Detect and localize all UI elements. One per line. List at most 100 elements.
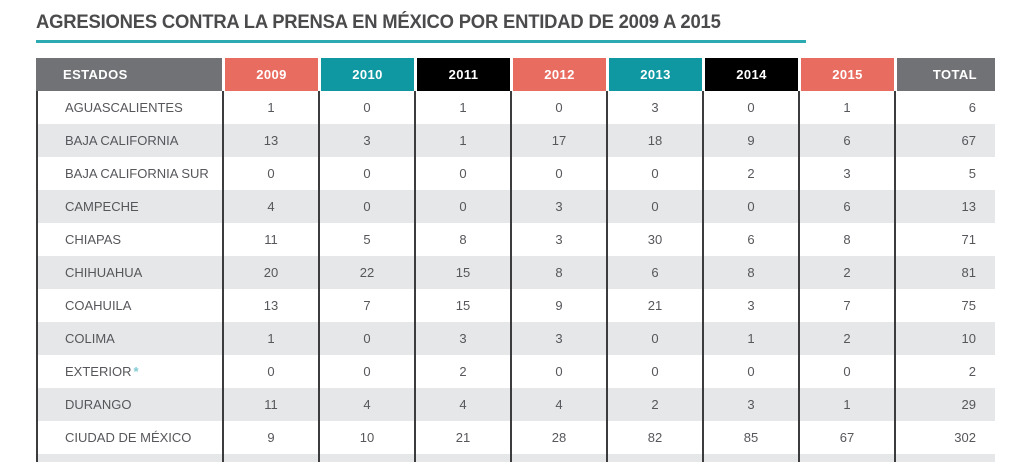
value-cell: 4 — [318, 388, 414, 421]
value-cell: 11 — [222, 388, 318, 421]
value-cell: 3 — [510, 190, 606, 223]
value-cell: 1 — [702, 322, 798, 355]
table-row: BAJA CALIFORNIA SUR 0 0 0 0 0 2 3 5 — [36, 157, 995, 190]
page-title: AGRESIONES CONTRA LA PRENSA EN MÉXICO PO… — [36, 12, 721, 33]
value-cell: 1 — [798, 91, 894, 124]
value-cell: 0 — [222, 157, 318, 190]
value-cell: 0 — [702, 355, 798, 388]
total-cell: 6 — [894, 91, 995, 124]
column-header-2011: 2011 — [414, 58, 510, 91]
value-cell: 1 — [222, 322, 318, 355]
value-cell: 28 — [510, 421, 606, 454]
value-cell: 1 — [414, 124, 510, 157]
value-cell: 11 — [222, 223, 318, 256]
value-cell: 82 — [606, 421, 702, 454]
value-cell: 5 — [318, 223, 414, 256]
table-row: DURANGO 11 4 4 4 2 3 1 29 — [36, 388, 995, 421]
column-header-2014: 2014 — [702, 58, 798, 91]
value-cell: 21 — [414, 421, 510, 454]
value-cell: 6 — [606, 256, 702, 289]
table-row: CIUDAD DE MÉXICO 9 10 21 28 82 85 67 302 — [36, 421, 995, 454]
value-cell: 0 — [798, 355, 894, 388]
total-cell: 2 — [894, 355, 995, 388]
state-cell: BAJA CALIFORNIA — [36, 124, 222, 157]
value-cell: 8 — [414, 223, 510, 256]
value-cell: 0 — [702, 190, 798, 223]
value-cell: 0 — [510, 157, 606, 190]
table-row: CAMPECHE 4 0 0 3 0 0 6 13 — [36, 190, 995, 223]
column-header-estados: ESTADOS — [36, 58, 222, 91]
value-cell: 0 — [606, 355, 702, 388]
title-block: AGRESIONES CONTRA LA PRENSA EN MÉXICO PO… — [36, 12, 806, 43]
state-cell: BAJA CALIFORNIA SUR — [36, 157, 222, 190]
value-cell: 0 — [318, 157, 414, 190]
value-cell: 0 — [318, 355, 414, 388]
value-cell: 9 — [510, 289, 606, 322]
empty-cell — [36, 454, 222, 462]
total-cell: 75 — [894, 289, 995, 322]
value-cell: 2 — [606, 388, 702, 421]
value-cell: 0 — [318, 190, 414, 223]
value-cell: 0 — [510, 91, 606, 124]
value-cell: 2 — [414, 355, 510, 388]
value-cell: 3 — [702, 388, 798, 421]
value-cell: 22 — [318, 256, 414, 289]
value-cell: 0 — [606, 157, 702, 190]
value-cell: 17 — [510, 124, 606, 157]
value-cell: 9 — [222, 421, 318, 454]
value-cell: 21 — [606, 289, 702, 322]
state-cell: CIUDAD DE MÉXICO — [36, 421, 222, 454]
value-cell: 0 — [318, 322, 414, 355]
empty-cell — [414, 454, 510, 462]
total-cell: 29 — [894, 388, 995, 421]
value-cell: 3 — [798, 157, 894, 190]
value-cell: 0 — [414, 157, 510, 190]
value-cell: 30 — [606, 223, 702, 256]
value-cell: 7 — [318, 289, 414, 322]
state-label: EXTERIOR — [65, 364, 132, 379]
table-body: AGUASCALIENTES 1 0 1 0 3 0 1 6 BAJA CALIFORNIA 13 3… — [36, 91, 995, 462]
empty-cell — [894, 454, 995, 462]
column-header-2009: 2009 — [222, 58, 318, 91]
value-cell: 0 — [510, 355, 606, 388]
value-cell: 8 — [702, 256, 798, 289]
value-cell: 0 — [222, 355, 318, 388]
value-cell: 85 — [702, 421, 798, 454]
value-cell: 1 — [414, 91, 510, 124]
data-table: ESTADOS 2009 2010 2011 2012 2013 2014 2015 TOTAL… — [36, 58, 995, 462]
value-cell: 3 — [414, 322, 510, 355]
header-row: ESTADOS 2009 2010 2011 2012 2013 2014 2015 TOTAL — [36, 58, 995, 91]
value-cell: 0 — [606, 190, 702, 223]
value-cell: 4 — [510, 388, 606, 421]
value-cell: 0 — [702, 91, 798, 124]
table-row: CHIAPAS 11 5 8 3 30 6 8 71 — [36, 223, 995, 256]
value-cell: 0 — [414, 190, 510, 223]
value-cell: 13 — [222, 289, 318, 322]
state-cell: CHIAPAS — [36, 223, 222, 256]
value-cell: 8 — [798, 223, 894, 256]
total-cell: 5 — [894, 157, 995, 190]
table-row: COAHUILA 13 7 15 9 21 3 7 75 — [36, 289, 995, 322]
footnote-asterisk: * — [133, 364, 139, 379]
value-cell: 1 — [798, 388, 894, 421]
empty-cell — [222, 454, 318, 462]
value-cell: 15 — [414, 289, 510, 322]
total-cell: 67 — [894, 124, 995, 157]
state-cell: CAMPECHE — [36, 190, 222, 223]
value-cell: 15 — [414, 256, 510, 289]
value-cell: 3 — [606, 91, 702, 124]
value-cell: 1 — [222, 91, 318, 124]
value-cell: 4 — [222, 190, 318, 223]
table-header: ESTADOS 2009 2010 2011 2012 2013 2014 2015 TOTAL — [36, 58, 995, 91]
state-cell: EXTERIOR * — [36, 355, 222, 388]
state-cell: DURANGO — [36, 388, 222, 421]
value-cell: 18 — [606, 124, 702, 157]
table-row: COLIMA 1 0 3 3 0 1 2 10 — [36, 322, 995, 355]
value-cell: 2 — [798, 322, 894, 355]
value-cell: 3 — [510, 223, 606, 256]
empty-cell — [798, 454, 894, 462]
value-cell: 4 — [414, 388, 510, 421]
value-cell: 3 — [702, 289, 798, 322]
column-header-total: TOTAL — [894, 58, 995, 91]
total-cell: 81 — [894, 256, 995, 289]
